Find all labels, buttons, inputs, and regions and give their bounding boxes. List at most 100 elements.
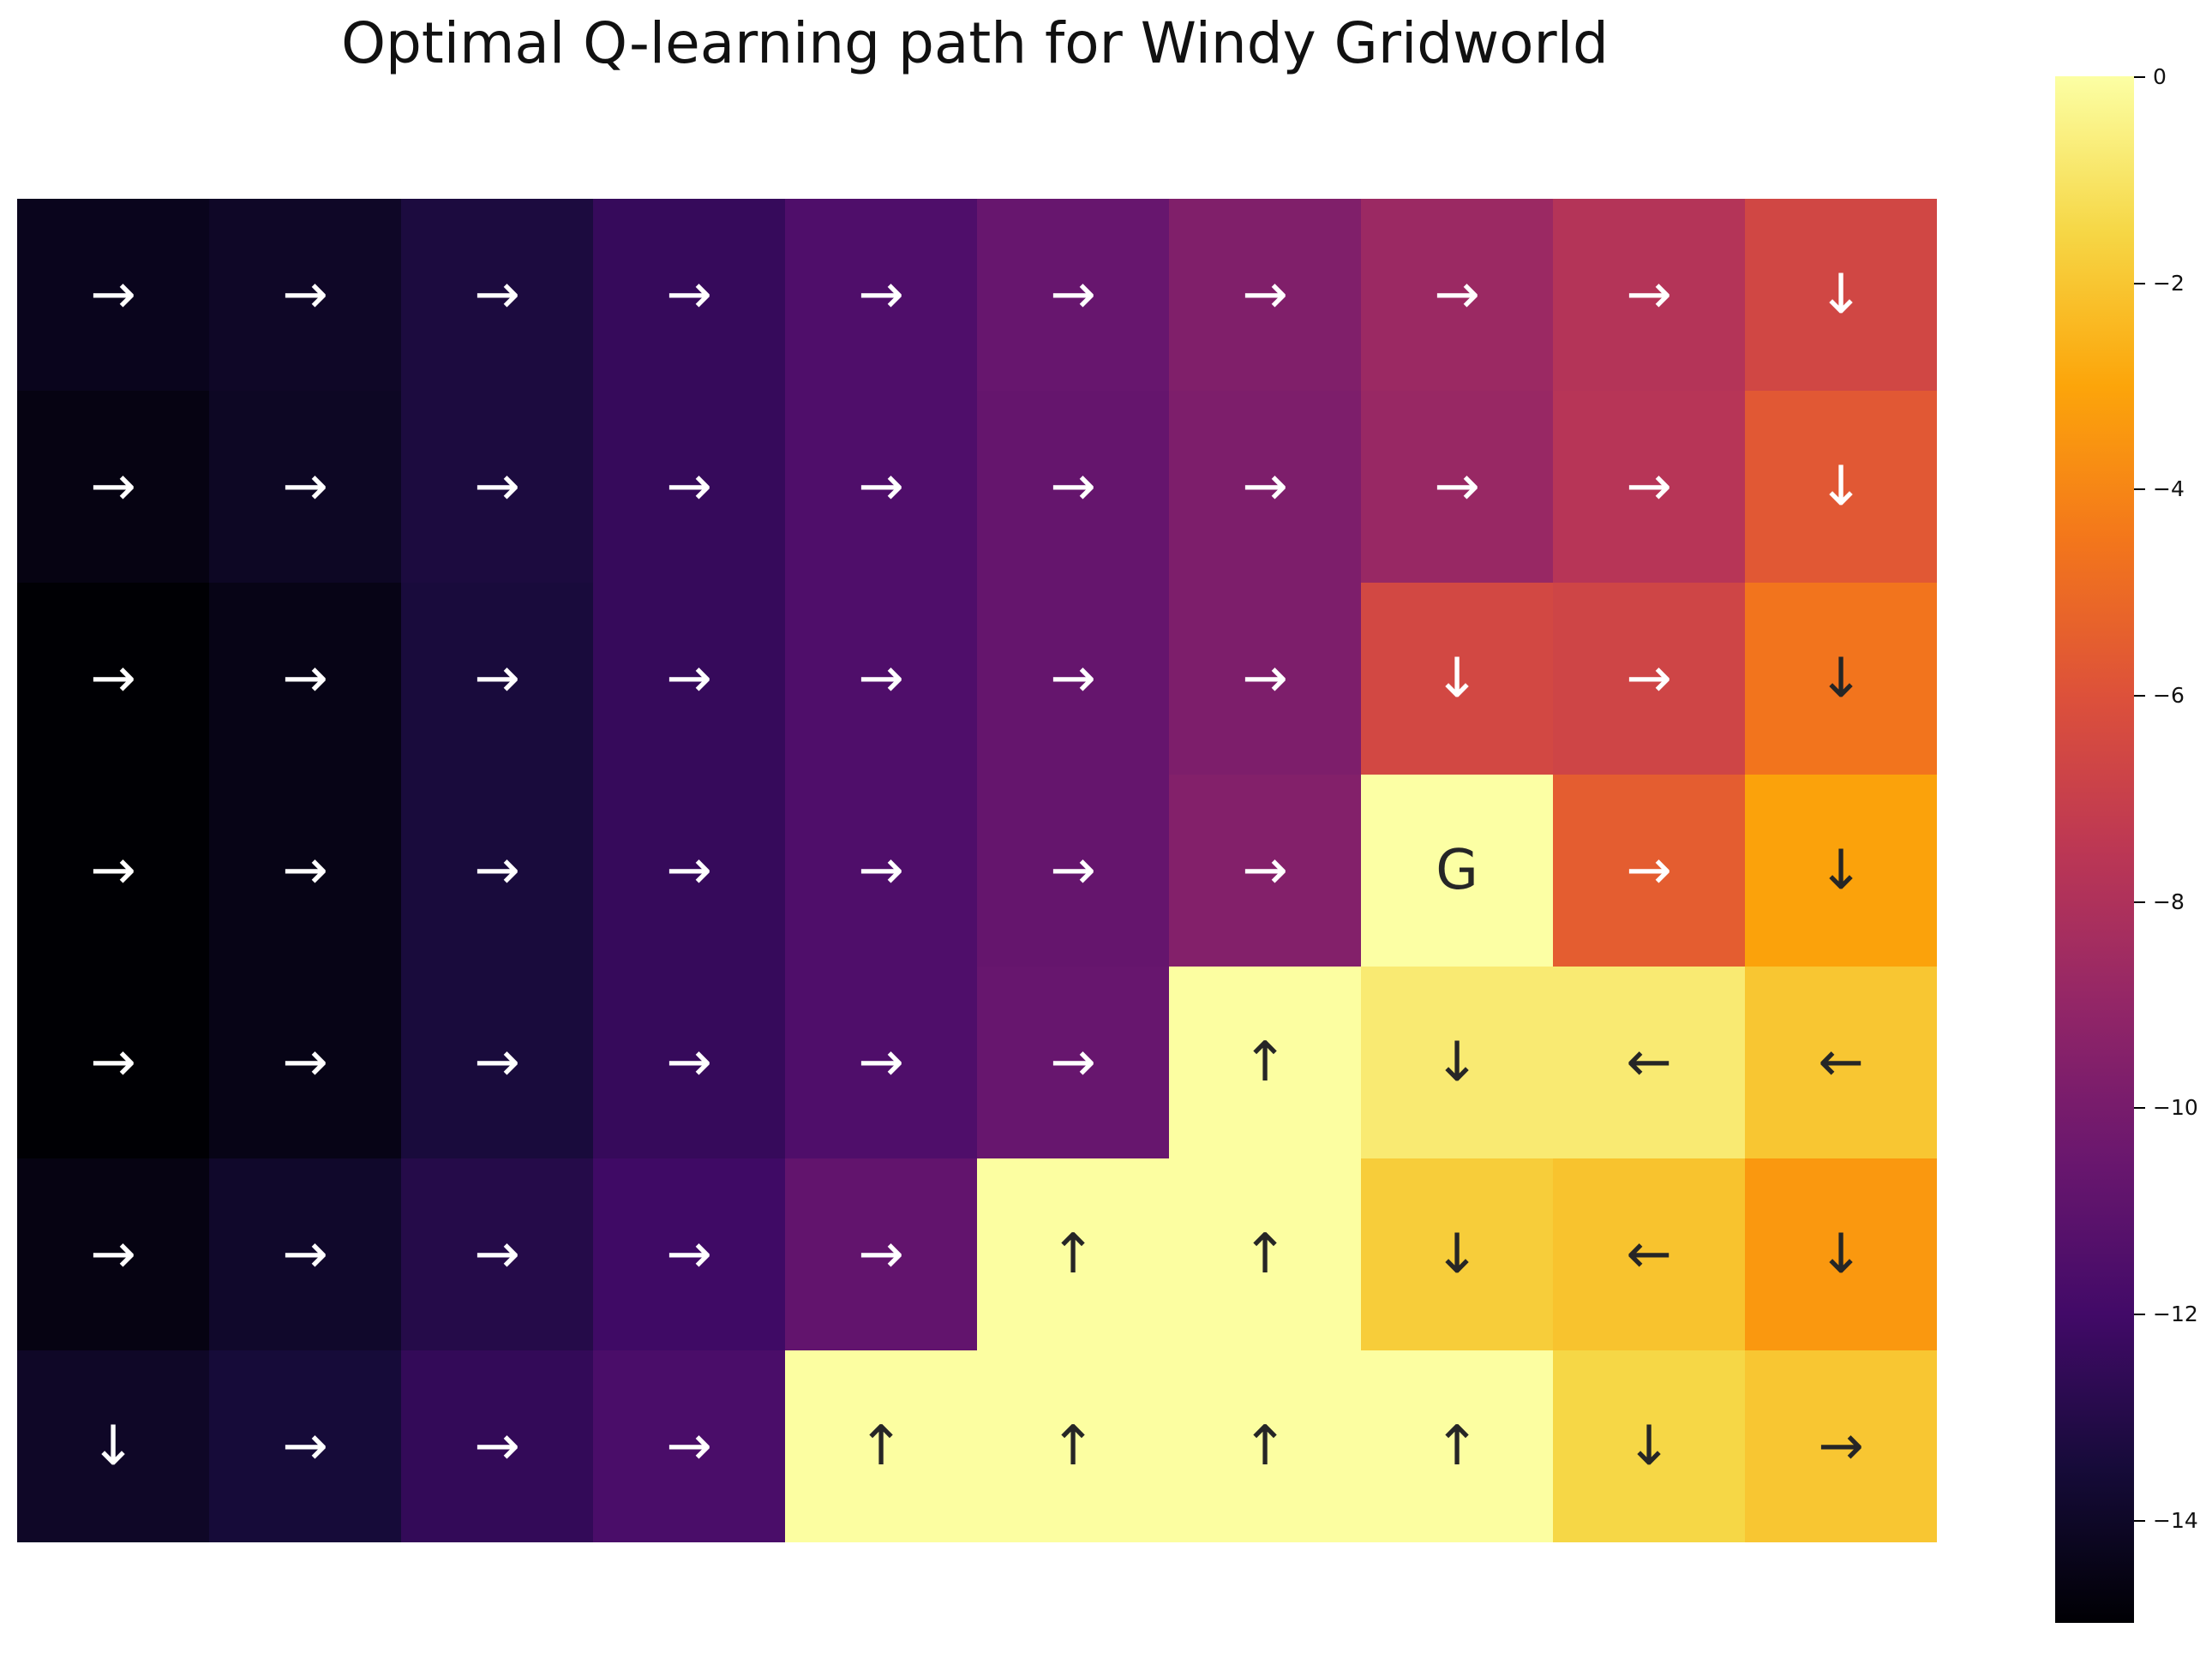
heatmap-cell: → bbox=[209, 1158, 401, 1350]
cell-annotation: ← bbox=[1626, 1031, 1672, 1094]
heatmap-cell: → bbox=[977, 391, 1169, 583]
heatmap-cell: → bbox=[593, 391, 785, 583]
heatmap-cell: → bbox=[593, 583, 785, 775]
heatmap-cell: → bbox=[1169, 199, 1361, 391]
heatmap-cell: → bbox=[593, 967, 785, 1158]
cell-annotation: ↓ bbox=[1818, 647, 1864, 710]
heatmap-cell: → bbox=[401, 583, 593, 775]
heatmap-cell: → bbox=[1169, 391, 1361, 583]
cell-annotation: → bbox=[474, 1223, 520, 1286]
colorbar-gradient bbox=[2055, 76, 2134, 1623]
cell-annotation: ↑ bbox=[1050, 1415, 1096, 1478]
heatmap-cell: → bbox=[17, 1158, 209, 1350]
cell-annotation: → bbox=[858, 1031, 904, 1094]
heatmap-cell: → bbox=[977, 775, 1169, 967]
cell-annotation: → bbox=[1242, 455, 1288, 518]
cell-annotation: → bbox=[474, 263, 520, 326]
cell-annotation: ↓ bbox=[1434, 1223, 1480, 1286]
heatmap-cell: ↓ bbox=[1745, 199, 1937, 391]
cell-annotation: → bbox=[474, 1031, 520, 1094]
cell-annotation: → bbox=[1050, 263, 1096, 326]
cell-annotation: → bbox=[1050, 839, 1096, 902]
cell-annotation: → bbox=[1626, 263, 1672, 326]
heatmap-cell: → bbox=[209, 775, 401, 967]
colorbar-tick-mark bbox=[2134, 695, 2145, 697]
heatmap-cell: → bbox=[17, 391, 209, 583]
heatmap-cell: → bbox=[1169, 775, 1361, 967]
heatmap-cell: → bbox=[17, 583, 209, 775]
cell-annotation: ↓ bbox=[1818, 455, 1864, 518]
heatmap-cell: → bbox=[785, 967, 977, 1158]
cell-annotation: → bbox=[474, 455, 520, 518]
cell-annotation: → bbox=[90, 263, 136, 326]
cell-annotation: → bbox=[666, 1223, 712, 1286]
heatmap-cell: ↓ bbox=[1745, 1158, 1937, 1350]
heatmap-cell: → bbox=[785, 1158, 977, 1350]
heatmap-cell: → bbox=[209, 391, 401, 583]
heatmap-cell: → bbox=[1361, 391, 1553, 583]
cell-annotation: → bbox=[858, 455, 904, 518]
heatmap-cell: → bbox=[401, 775, 593, 967]
colorbar-tick-label: −4 bbox=[2153, 476, 2185, 502]
cell-annotation: ↑ bbox=[858, 1415, 904, 1478]
heatmap-cell: ← bbox=[1745, 967, 1937, 1158]
heatmap-cell: → bbox=[17, 775, 209, 967]
heatmap-cell: ↓ bbox=[1553, 1350, 1745, 1542]
heatmap-cell: ↓ bbox=[1745, 775, 1937, 967]
cell-annotation: → bbox=[282, 455, 328, 518]
heatmap-cell: ↑ bbox=[977, 1350, 1169, 1542]
heatmap-cell: ↓ bbox=[1745, 391, 1937, 583]
heatmap-cell: → bbox=[785, 391, 977, 583]
heatmap-cell: → bbox=[17, 199, 209, 391]
heatmap-cell: → bbox=[977, 967, 1169, 1158]
heatmap-cell: → bbox=[593, 199, 785, 391]
heatmap-cell: ↑ bbox=[1361, 1350, 1553, 1542]
heatmap-cell: → bbox=[401, 1350, 593, 1542]
cell-annotation: ← bbox=[1818, 1031, 1864, 1094]
heatmap-cell: G bbox=[1361, 775, 1553, 967]
colorbar-tick-label: −8 bbox=[2153, 889, 2185, 914]
cell-annotation: → bbox=[666, 455, 712, 518]
heatmap-cell: → bbox=[1361, 199, 1553, 391]
colorbar-tick-mark bbox=[2134, 488, 2145, 491]
colorbar: 0 −2 −4 −6 −8 −10 −12 −14 bbox=[2055, 64, 2198, 1623]
cell-annotation: → bbox=[858, 647, 904, 710]
cell-annotation: → bbox=[666, 1415, 712, 1478]
cell-annotation: G bbox=[1436, 839, 1478, 902]
heatmap-cell: → bbox=[977, 199, 1169, 391]
cell-annotation: → bbox=[90, 647, 136, 710]
cell-annotation: → bbox=[1626, 647, 1672, 710]
cell-annotation: → bbox=[666, 839, 712, 902]
cell-annotation: ↓ bbox=[90, 1415, 136, 1478]
heatmap-cell: → bbox=[1553, 199, 1745, 391]
heatmap-cell: → bbox=[401, 199, 593, 391]
cell-annotation: → bbox=[858, 1223, 904, 1286]
heatmap-cell: → bbox=[209, 583, 401, 775]
cell-annotation: → bbox=[666, 1031, 712, 1094]
colorbar-tick-label: 0 bbox=[2153, 64, 2167, 89]
cell-annotation: → bbox=[1050, 455, 1096, 518]
heatmap-cell: ↑ bbox=[977, 1158, 1169, 1350]
heatmap-cell: ← bbox=[1553, 1158, 1745, 1350]
cell-annotation: → bbox=[666, 263, 712, 326]
cell-annotation: → bbox=[90, 1031, 136, 1094]
heatmap-cell: → bbox=[785, 199, 977, 391]
cell-annotation: ↓ bbox=[1626, 1415, 1672, 1478]
cell-annotation: → bbox=[1242, 839, 1288, 902]
cell-annotation: → bbox=[1050, 1031, 1096, 1094]
colorbar-tick-mark bbox=[2134, 76, 2145, 78]
colorbar-tick-label: −6 bbox=[2153, 683, 2185, 708]
heatmap-cell: ↑ bbox=[1169, 1158, 1361, 1350]
cell-annotation: → bbox=[1626, 839, 1672, 902]
heatmap-cell: ↑ bbox=[785, 1350, 977, 1542]
cell-annotation: → bbox=[474, 647, 520, 710]
cell-annotation: → bbox=[1242, 263, 1288, 326]
cell-annotation: ↑ bbox=[1050, 1223, 1096, 1286]
heatmap-cell: → bbox=[401, 967, 593, 1158]
heatmap-cell: ↓ bbox=[1361, 583, 1553, 775]
heatmap-cell: → bbox=[401, 1158, 593, 1350]
cell-annotation: → bbox=[282, 839, 328, 902]
heatmap-cell: → bbox=[785, 775, 977, 967]
cell-annotation: → bbox=[1626, 455, 1672, 518]
cell-annotation: ↓ bbox=[1818, 839, 1864, 902]
